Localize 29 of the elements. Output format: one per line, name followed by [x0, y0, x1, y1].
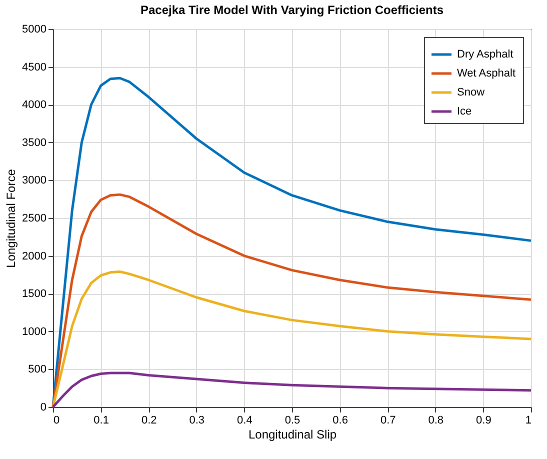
y-tick-label: 1000 — [22, 326, 46, 338]
x-tick-label: 0 — [54, 414, 60, 426]
x-axis-title: Longitudinal Slip — [248, 428, 337, 442]
y-tick-label: 500 — [28, 364, 46, 376]
legend-label: Wet Asphalt — [457, 68, 516, 80]
x-tick-label: 1 — [525, 414, 532, 426]
y-tick-label: 4000 — [22, 99, 46, 112]
x-tick-label: 0.4 — [237, 414, 252, 426]
x-tick-label: 0.8 — [428, 414, 444, 426]
x-tick-label: 0.7 — [380, 414, 396, 426]
x-tick-label: 0.2 — [141, 414, 157, 426]
y-tick-label: 0 — [40, 402, 46, 414]
y-tick-label: 4500 — [22, 61, 46, 74]
x-tick-label: 0.9 — [476, 414, 492, 426]
legend-label: Dry Asphalt — [457, 48, 514, 60]
y-tick-label: 2000 — [22, 250, 46, 262]
legend-label: Snow — [457, 86, 485, 98]
x-tick-label: 0.5 — [284, 414, 300, 426]
y-axis-title: Longitudinal Force — [4, 168, 18, 268]
y-tick-label: 5000 — [22, 24, 46, 36]
x-tick-label: 0.6 — [332, 414, 348, 426]
y-tick-label: 3000 — [22, 174, 46, 187]
y-tick-label: 1500 — [22, 288, 46, 300]
legend-label: Ice — [457, 106, 472, 118]
y-tick-label: 3500 — [22, 136, 46, 149]
chart-title: Pacejka Tire Model With Varying Friction Coefficients — [140, 3, 444, 17]
x-tick-label: 0.1 — [94, 414, 109, 426]
y-tick-label: 2500 — [22, 212, 46, 224]
x-tick-label: 0.3 — [189, 414, 205, 426]
